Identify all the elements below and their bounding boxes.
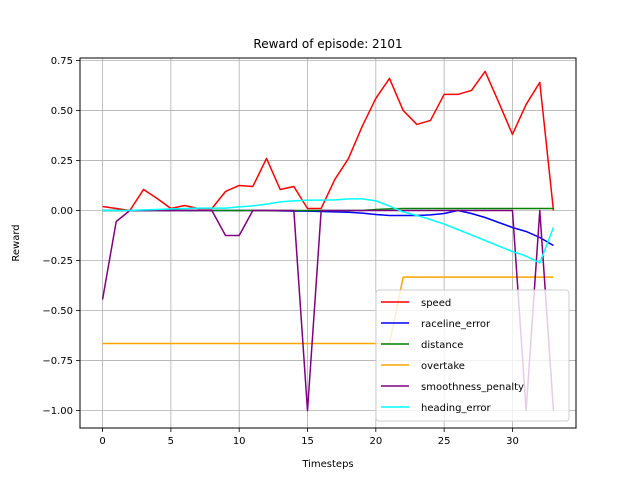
series-line-overtake [102, 276, 554, 345]
x-tick-label: 5 [168, 436, 174, 447]
legend-label-heading-error: heading_error [421, 403, 492, 414]
x-axis-ticks: 0 5 10 15 20 25 30 [99, 428, 519, 447]
y-axis-label: Reward [11, 224, 22, 261]
series-line-speed [102, 70, 555, 212]
y-tick-label: −0.50 [42, 306, 73, 317]
plot-frame [79, 57, 577, 429]
legend-label-overtake: overtake [421, 361, 465, 372]
y-tick-label: 0.50 [51, 106, 73, 117]
x-tick-label: 15 [301, 436, 314, 447]
x-tick-label: 0 [99, 436, 105, 447]
legend-label-distance: distance [421, 340, 463, 351]
legend-box [375, 289, 570, 422]
y-tick-label: −1.00 [42, 406, 73, 417]
legend: speed raceline_error distance overtake smoot… [375, 289, 570, 422]
y-tick-label: 0.75 [51, 56, 73, 67]
y-axis-ticks: 0.75 0.50 0.25 0.00 −0.25 −0.50 −0.75 −1.00 [42, 56, 80, 417]
x-tick-label: 25 [438, 436, 451, 447]
series-lines [101, 70, 555, 412]
legend-label-smoothness-penalty: smoothness_penalty [421, 382, 524, 393]
legend-label-raceline-error: raceline_error [421, 319, 491, 330]
legend-label-speed: speed [421, 298, 451, 309]
y-tick-label: 0.00 [51, 206, 73, 217]
series-line-heading-error [102, 198, 555, 264]
x-axis-label: Timesteps [301, 459, 353, 470]
x-tick-label: 20 [369, 436, 382, 447]
x-tick-label: 30 [506, 436, 519, 447]
series-line-smoothness-penalty [101, 209, 555, 412]
y-tick-label: 0.25 [51, 156, 73, 167]
y-tick-label: −0.75 [42, 356, 73, 367]
y-tick-label: −0.25 [42, 256, 73, 267]
x-tick-label: 10 [233, 436, 246, 447]
chart-title: Reward of episode: 2101 [253, 37, 402, 51]
